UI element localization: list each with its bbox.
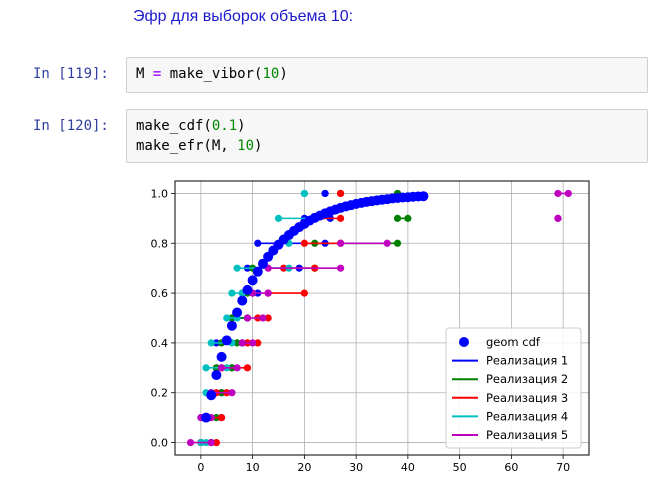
realization-point	[259, 314, 267, 322]
code-close: )	[279, 66, 288, 82]
code-call-efr: make_efr(M,	[136, 138, 238, 154]
geom-cdf-point	[201, 412, 212, 423]
geom-cdf-point	[252, 266, 263, 277]
realization-point	[233, 364, 241, 372]
realization-point	[228, 389, 236, 397]
legend-marker	[459, 337, 469, 347]
realization-point	[300, 289, 308, 297]
x-tick-label: 70	[556, 461, 570, 474]
code-arg-efr: 10	[237, 138, 255, 154]
realization-point	[554, 214, 562, 222]
legend-label: Реализация 2	[486, 372, 568, 386]
realization-point	[212, 438, 220, 447]
realization-point	[249, 339, 257, 347]
realization-point	[254, 339, 262, 347]
legend-label: Реализация 4	[486, 409, 568, 423]
geom-cdf-point	[257, 258, 268, 269]
realization-point	[554, 189, 562, 198]
realization-point	[207, 438, 215, 447]
realization-point	[564, 189, 572, 198]
geom-cdf-point	[226, 320, 237, 331]
geom-cdf-point	[221, 335, 232, 346]
x-tick-label: 60	[504, 461, 518, 474]
x-tick-label: 40	[401, 461, 415, 474]
realization-point	[243, 314, 252, 322]
cell-prompt-120: In [120]:	[33, 118, 109, 134]
efr-chart: 0 10 20 30 40 50 60 70 0.0 0.2 0.4 0.6 0.8 1.0 geom cd…	[151, 180, 590, 474]
cell-prompt-119: In [119]:	[33, 66, 109, 82]
realization-point	[300, 189, 308, 198]
x-tick-label: 20	[297, 461, 311, 474]
realization-point	[404, 214, 412, 222]
legend-label: Реализация 3	[486, 391, 568, 405]
realization-point	[383, 239, 391, 247]
geom-cdf-point	[247, 275, 258, 286]
geom-cdf-point	[232, 307, 243, 318]
geom-cdf-point	[418, 191, 429, 202]
realization-point	[238, 339, 246, 347]
code-cell-119[interactable]: M = make_vibor(10)	[126, 57, 648, 93]
y-tick-label: 0.2	[151, 387, 169, 400]
realization-point	[337, 189, 345, 198]
realization-point	[217, 364, 226, 372]
x-tick-label: 0	[197, 461, 204, 474]
realization-point	[264, 289, 272, 297]
code-call: make_vibor(	[169, 66, 263, 82]
realization-point	[186, 438, 195, 447]
realization-point	[321, 189, 329, 198]
y-tick-label: 0.4	[151, 337, 169, 350]
geom-cdf-point	[237, 295, 248, 306]
realization-point	[233, 264, 241, 272]
realization-point	[393, 239, 402, 247]
code-cell-120[interactable]: make_cdf(0.1) make_efr(M, 10)	[126, 109, 648, 163]
realization-point	[223, 314, 231, 322]
x-tick-label: 30	[349, 461, 363, 474]
code-operator: =	[152, 66, 162, 82]
realization-point	[337, 214, 345, 222]
x-tick-label: 10	[246, 461, 260, 474]
y-tick-label: 0.0	[151, 437, 169, 450]
code-close-cdf: )	[237, 118, 246, 134]
realization-point	[274, 214, 283, 222]
y-tick-label: 0.8	[151, 237, 169, 250]
realization-point	[243, 364, 252, 372]
realization-point	[202, 364, 210, 372]
geom-cdf-point	[206, 390, 217, 401]
geom-cdf-point	[211, 370, 222, 381]
code-close-efr: )	[254, 138, 263, 154]
code-call-cdf: make_cdf(	[136, 118, 212, 134]
legend-label: Реализация 5	[486, 428, 568, 442]
legend-box	[445, 327, 582, 449]
realization-point	[300, 239, 308, 247]
realization-point	[264, 314, 272, 322]
markdown-heading: Эфр для выборок объема 10:	[133, 8, 354, 25]
legend-label: geom cdf	[486, 335, 541, 349]
realization-point	[233, 339, 241, 347]
y-tick-label: 0.6	[151, 287, 169, 300]
code-arg: 10	[262, 66, 280, 82]
realization-point	[393, 214, 402, 222]
realization-point	[207, 339, 215, 347]
realization-point	[337, 239, 345, 247]
realization-point	[217, 414, 226, 422]
y-tick-label: 1.0	[151, 187, 169, 200]
code-arg-cdf: 0.1	[211, 118, 238, 134]
realization-point	[228, 289, 236, 297]
legend-label: Реализация 1	[486, 354, 568, 368]
code-var: M	[136, 66, 145, 82]
x-tick-label: 50	[453, 461, 467, 474]
geom-cdf-point	[242, 284, 253, 295]
geom-cdf-point	[216, 351, 227, 362]
plot-frame	[174, 180, 590, 456]
realization-point	[254, 239, 262, 247]
realization-point	[337, 264, 345, 272]
